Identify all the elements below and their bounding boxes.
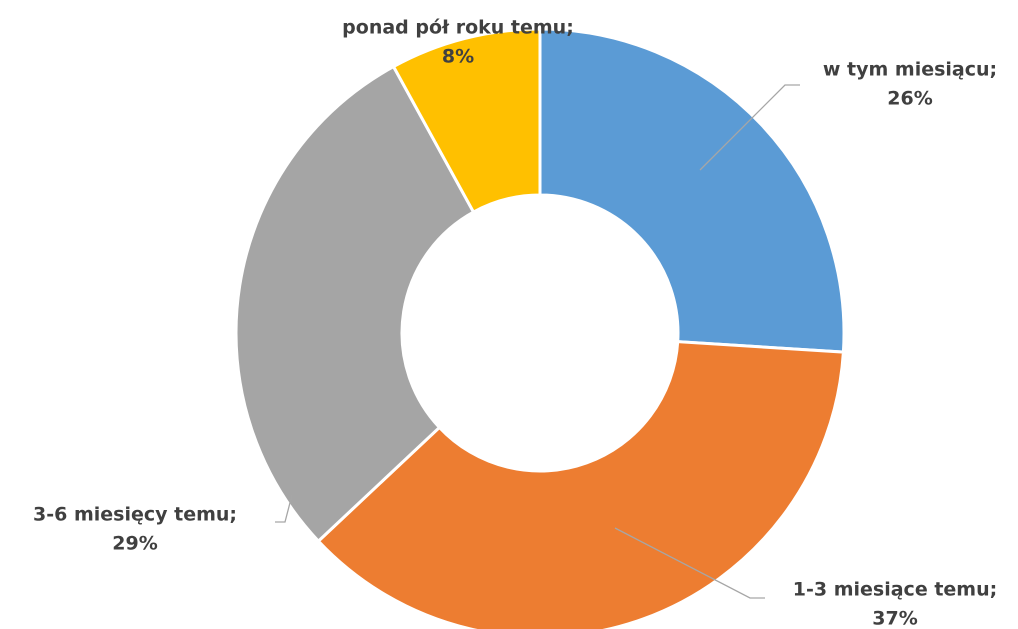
slice (538, 27, 846, 354)
data-label-value: 29% (112, 533, 157, 555)
data-label-value: 26% (887, 88, 932, 110)
leader-line (614, 527, 765, 599)
leader-line (699, 84, 800, 171)
data-label-name: 1-3 miesiące temu; (793, 579, 997, 601)
data-label-name: 3-6 miesięcy temu; (33, 504, 237, 526)
data-label-value: 37% (872, 608, 917, 629)
leader-line (275, 494, 293, 523)
slice (316, 340, 845, 629)
data-label-name: ponad pół roku temu; (342, 17, 574, 39)
data-label-value: 8% (442, 46, 474, 68)
data-label-name: w tym miesiącu; (823, 59, 997, 81)
slice (391, 27, 542, 215)
slice (234, 64, 476, 544)
